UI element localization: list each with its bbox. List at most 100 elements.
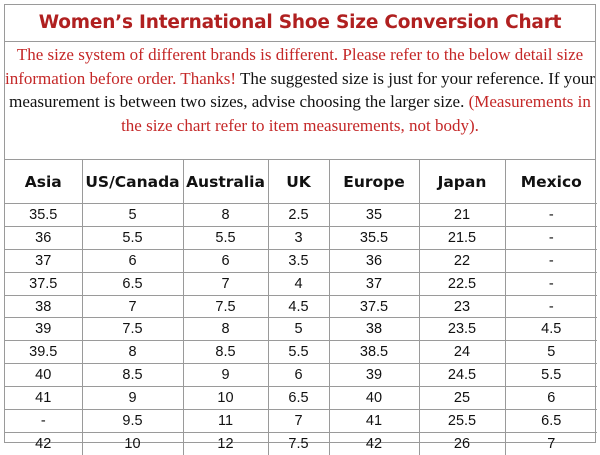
cell-asia: 41 xyxy=(5,386,83,411)
column-header-europe: Europe xyxy=(328,160,420,204)
cell-uk: 5.5 xyxy=(267,340,330,365)
cell-japan: 23 xyxy=(418,294,506,319)
cell-uk: 4 xyxy=(267,271,330,296)
cell-us-canada: 5 xyxy=(81,203,184,227)
cell-japan: 23.5 xyxy=(418,317,506,342)
cell-asia: 39 xyxy=(5,317,83,342)
cell-japan: 24.5 xyxy=(418,363,506,388)
cell-europe: 40 xyxy=(328,386,420,411)
cell-japan: 25.5 xyxy=(418,409,506,433)
cell-australia: 8 xyxy=(182,317,269,342)
cell-europe: 37.5 xyxy=(328,294,420,319)
cell-mexico: - xyxy=(504,294,597,319)
column-header-australia: Australia xyxy=(182,160,269,204)
column-header-us-canada: US/Canada xyxy=(81,160,184,204)
table-row: 41 9 10 6.5 40 25 6 xyxy=(5,386,597,411)
cell-us-canada: 9.5 xyxy=(81,409,184,433)
table-row: 39.5 8 8.5 5.5 38.5 24 5 xyxy=(5,340,597,365)
cell-mexico: - xyxy=(504,271,597,296)
table-body: 35.5 5 8 2.5 35 21-36 5.5 5.5 3 35.5 21.5-37 6 6 3.5 3… xyxy=(5,203,597,455)
cell-europe: 35.5 xyxy=(328,225,420,250)
cell-europe: 37 xyxy=(328,271,420,296)
cell-australia: 7 xyxy=(182,271,269,296)
cell-asia: 37.5 xyxy=(5,271,83,296)
cell-asia: - xyxy=(5,409,83,433)
cell-us-canada: 8 xyxy=(81,340,184,365)
cell-australia: 5.5 xyxy=(182,225,269,250)
cell-mexico: 4.5 xyxy=(504,317,597,342)
table-row: 36 5.5 5.5 3 35.5 21.5- xyxy=(5,225,597,250)
table-row: 37 6 6 3.5 36 22- xyxy=(5,248,597,273)
cell-australia: 12 xyxy=(182,431,269,455)
column-header-mexico: Mexico xyxy=(504,160,597,204)
cell-uk: 6.5 xyxy=(267,386,330,411)
cell-uk: 7.5 xyxy=(267,431,330,455)
table-row: -9.5 11 7 41 25.5 6.5 xyxy=(5,409,597,433)
cell-australia: 7.5 xyxy=(182,294,269,319)
chart-title: Women’s International Shoe Size Conversi… xyxy=(5,5,595,42)
column-header-asia: Asia xyxy=(5,160,83,204)
measurement-note: (Measurements in the size chart refer to… xyxy=(121,92,591,135)
cell-japan: 25 xyxy=(418,386,506,411)
column-header-japan: Japan xyxy=(418,160,506,204)
cell-japan: 21.5 xyxy=(418,225,506,250)
cell-uk: 2.5 xyxy=(267,203,330,227)
cell-asia: 37 xyxy=(5,248,83,273)
cell-europe: 41 xyxy=(328,409,420,433)
table-row: 42 10 12 7.5 42 26 7 xyxy=(5,431,597,455)
brand-size-note: The size system of different brands is d… xyxy=(5,45,584,88)
table-row: 39 7.5 8 5 38 23.5 4.5 xyxy=(5,317,597,342)
column-header-uk: UK xyxy=(267,160,330,204)
table-header-row: Asia US/Canada Australia UK Europe Japan… xyxy=(5,160,597,204)
cell-japan: 26 xyxy=(418,431,506,455)
cell-uk: 6 xyxy=(267,363,330,388)
cell-mexico: 6.5 xyxy=(504,409,597,433)
cell-uk: 7 xyxy=(267,409,330,433)
cell-australia: 10 xyxy=(182,386,269,411)
cell-asia: 40 xyxy=(5,363,83,388)
cell-mexico: - xyxy=(504,225,597,250)
size-advice-note: The suggested size is just for your refe… xyxy=(9,68,595,112)
cell-mexico: - xyxy=(504,203,597,227)
cell-us-canada: 10 xyxy=(81,431,184,455)
table-row: 35.5 5 8 2.5 35 21- xyxy=(5,203,597,227)
cell-us-canada: 6.5 xyxy=(81,271,184,296)
cell-uk: 3.5 xyxy=(267,248,330,273)
cell-us-canada: 9 xyxy=(81,386,184,411)
cell-uk: 5 xyxy=(267,317,330,342)
table-row: 37.5 6.5 7 4 37 22.5- xyxy=(5,271,597,296)
cell-asia: 36 xyxy=(5,225,83,250)
cell-mexico: 7 xyxy=(504,431,597,455)
cell-us-canada: 8.5 xyxy=(81,363,184,388)
cell-japan: 22.5 xyxy=(418,271,506,296)
chart-notes: The size system of different brands is d… xyxy=(5,42,595,160)
cell-australia: 6 xyxy=(182,248,269,273)
cell-australia: 8 xyxy=(182,203,269,227)
cell-mexico: 5 xyxy=(504,340,597,365)
cell-japan: 21 xyxy=(418,203,506,227)
cell-europe: 35 xyxy=(328,203,420,227)
cell-europe: 38 xyxy=(328,317,420,342)
cell-us-canada: 5.5 xyxy=(81,225,184,250)
cell-europe: 38.5 xyxy=(328,340,420,365)
cell-europe: 39 xyxy=(328,363,420,388)
size-conversion-table: Asia US/Canada Australia UK Europe Japan… xyxy=(5,160,597,455)
cell-japan: 24 xyxy=(418,340,506,365)
size-chart-sheet: Women’s International Shoe Size Conversi… xyxy=(4,4,597,455)
cell-mexico: 5.5 xyxy=(504,363,597,388)
cell-mexico: - xyxy=(504,248,597,273)
table-row: 38 7 7.5 4.5 37.5 23- xyxy=(5,294,597,319)
cell-mexico: 6 xyxy=(504,386,597,411)
cell-asia: 35.5 xyxy=(5,203,83,227)
cell-us-canada: 7.5 xyxy=(81,317,184,342)
cell-australia: 9 xyxy=(182,363,269,388)
cell-uk: 3 xyxy=(267,225,330,250)
cell-asia: 38 xyxy=(5,294,83,319)
cell-europe: 36 xyxy=(328,248,420,273)
cell-japan: 22 xyxy=(418,248,506,273)
cell-us-canada: 7 xyxy=(81,294,184,319)
cell-asia: 39.5 xyxy=(5,340,83,365)
cell-australia: 11 xyxy=(182,409,269,433)
cell-europe: 42 xyxy=(328,431,420,455)
cell-asia: 42 xyxy=(5,431,83,455)
